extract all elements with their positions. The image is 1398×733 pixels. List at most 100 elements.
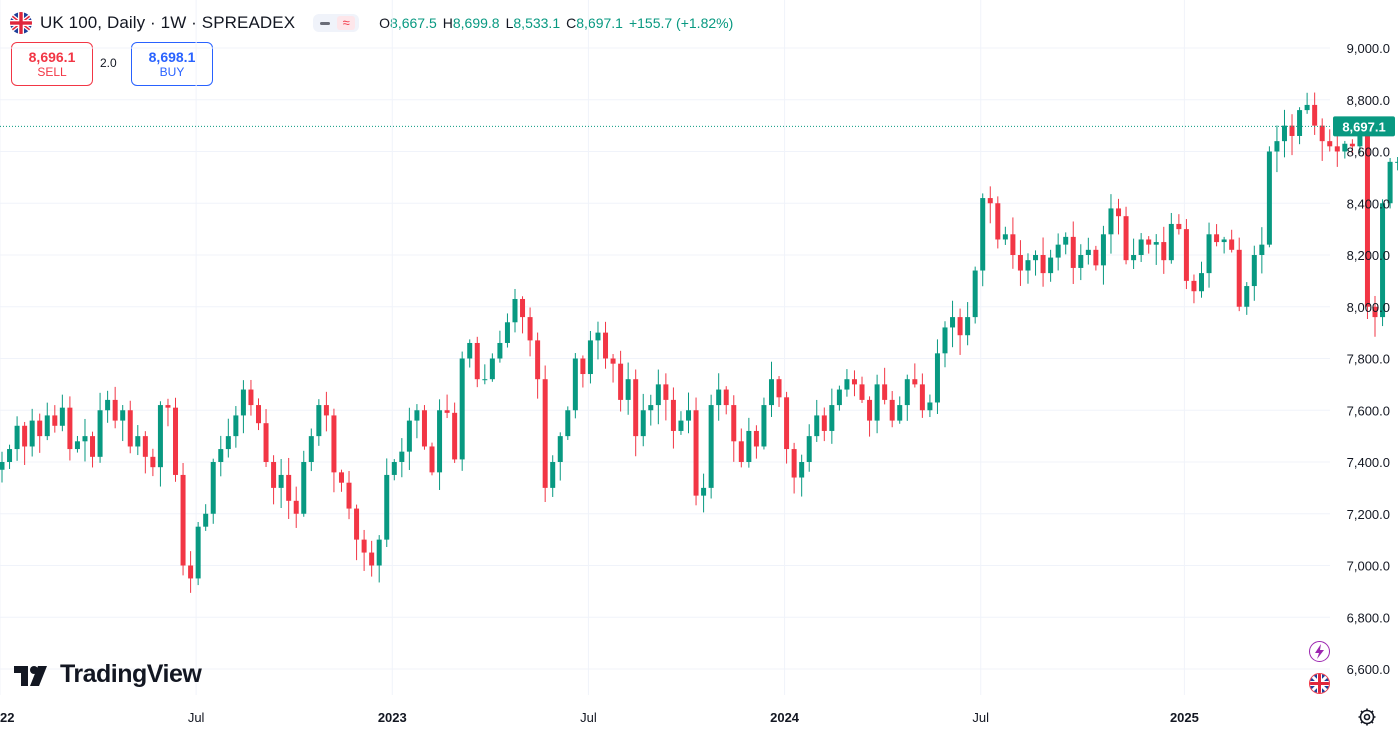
- candle-body: [112, 399, 118, 421]
- candle-body: [165, 405, 171, 408]
- sell-label: SELL: [37, 65, 67, 79]
- candle-body: [882, 384, 888, 400]
- candle-body: [82, 436, 88, 442]
- candle-body: [512, 298, 518, 323]
- candle-body: [173, 407, 179, 475]
- time-tick-label: Jul: [580, 710, 597, 725]
- price-tick-label: 7,200.0: [1347, 507, 1390, 522]
- candle-body: [648, 405, 654, 411]
- candle-body: [489, 358, 495, 380]
- candle-body: [1364, 130, 1370, 307]
- candle-body: [399, 451, 405, 462]
- time-tick-label: 2025: [1170, 710, 1199, 725]
- candle-body: [595, 332, 601, 341]
- low-label: L: [505, 15, 514, 31]
- candle-body: [354, 508, 360, 540]
- candle-body: [248, 389, 254, 406]
- candle-body: [1168, 223, 1174, 261]
- chart-header: UK 100, Daily · 1W · SPREADEX ≈ O8,667.5…: [10, 6, 733, 40]
- candle-body: [640, 410, 646, 437]
- spread-value: 2.0: [100, 56, 117, 70]
- collapse-icon[interactable]: [317, 17, 334, 29]
- candle-body: [271, 462, 277, 488]
- candle-body: [127, 410, 133, 447]
- candle-body: [799, 462, 805, 478]
- candle-body: [157, 405, 163, 468]
- buy-button[interactable]: 8,698.1 BUY: [131, 42, 213, 86]
- candle-body: [1357, 130, 1363, 147]
- candle-body: [753, 430, 759, 447]
- candle-body: [293, 500, 299, 514]
- candle-body: [180, 474, 186, 566]
- candle-body: [1380, 203, 1386, 318]
- candle-body: [927, 402, 933, 411]
- uk-flag-event-icon[interactable]: [1309, 673, 1330, 694]
- candle-body: [550, 462, 556, 488]
- last-price-marker: 8,697.1: [0, 116, 1395, 137]
- candle-body: [1078, 255, 1084, 268]
- candle-body: [1183, 229, 1189, 281]
- candle-body: [52, 415, 58, 426]
- candle-body: [1070, 236, 1076, 268]
- candle-body: [0, 462, 5, 470]
- candle-body: [776, 379, 782, 398]
- time-tick-label: 2022: [0, 710, 14, 725]
- time-tick-label: Jul: [188, 710, 205, 725]
- candle-body: [482, 379, 488, 381]
- sell-button[interactable]: 8,696.1 SELL: [11, 42, 93, 86]
- candle-body: [1085, 249, 1091, 255]
- buy-price: 8,698.1: [148, 49, 196, 65]
- candle-body: [980, 198, 986, 271]
- tradingview-logo-icon: [14, 665, 47, 686]
- candle-body: [603, 332, 609, 359]
- candle-body: [1010, 234, 1016, 255]
- price-tick-label: 6,600.0: [1347, 662, 1390, 677]
- symbol-title[interactable]: UK 100, Daily · 1W · SPREADEX: [40, 13, 296, 32]
- candle-body: [97, 410, 103, 457]
- candle-body: [587, 340, 593, 375]
- change-value: +155.7 (+1.82%): [628, 15, 734, 31]
- candle-body: [1334, 146, 1340, 152]
- candle-body: [361, 539, 367, 553]
- tradingview-logo[interactable]: TradingView: [14, 660, 202, 689]
- candle-body: [1259, 244, 1265, 255]
- candle-body: [474, 342, 480, 380]
- candle-body: [746, 430, 752, 462]
- candle-body: [1274, 141, 1280, 152]
- candle-body: [195, 526, 201, 579]
- candle-body: [1289, 125, 1295, 136]
- ohlc-legend: O8,667.5 H8,699.8 L8,533.1 C8,697.1 +155…: [379, 15, 733, 31]
- candle-body: [1281, 125, 1287, 142]
- candle-body: [1108, 208, 1114, 235]
- candle-body: [1055, 244, 1061, 258]
- candle-body: [225, 436, 231, 450]
- candle-body: [1100, 234, 1106, 266]
- candle-body: [851, 379, 857, 385]
- candle-body: [618, 363, 624, 400]
- candle-body: [1297, 110, 1303, 136]
- candle-body: [678, 420, 684, 431]
- candle-body: [444, 410, 450, 413]
- gear-icon[interactable]: [1357, 707, 1377, 727]
- candle-body: [1146, 239, 1152, 245]
- price-tick-label: 6,800.0: [1347, 610, 1390, 625]
- candle-body: [301, 462, 307, 514]
- candle-body: [874, 384, 880, 421]
- candle-body: [142, 436, 148, 457]
- candle-body: [836, 389, 842, 406]
- candle-body: [188, 565, 194, 579]
- candle-body: [1236, 249, 1242, 307]
- candle-body: [1349, 143, 1355, 147]
- candle-body: [731, 405, 737, 442]
- lightning-icon[interactable]: [1309, 641, 1330, 662]
- candle-body: [1229, 239, 1235, 250]
- candle-body: [203, 513, 209, 527]
- wave-icon[interactable]: ≈: [337, 16, 356, 30]
- candle-body: [414, 410, 420, 421]
- candle-body: [369, 552, 375, 566]
- candle-body: [150, 456, 156, 468]
- candle-body: [286, 474, 292, 501]
- candle-body: [1033, 255, 1039, 261]
- candle-body: [520, 298, 526, 318]
